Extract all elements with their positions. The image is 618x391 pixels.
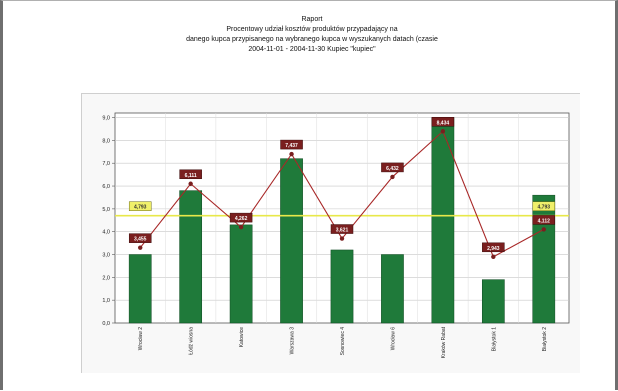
- bar: [179, 190, 203, 324]
- bar: [280, 158, 303, 324]
- bar: [381, 254, 404, 324]
- data-label-box: [482, 242, 505, 253]
- data-label-box: [280, 139, 303, 150]
- line-point: [138, 245, 143, 250]
- y-tick-label: 9,0: [102, 116, 110, 122]
- data-label: 6,111: [185, 173, 197, 179]
- y-tick-label: 6,0: [102, 184, 110, 190]
- bar: [128, 254, 152, 324]
- data-label: 3,621: [336, 228, 349, 234]
- y-tick-label: 0,0: [102, 321, 110, 327]
- bar: [481, 279, 505, 324]
- y-tick-label: 3,0: [102, 253, 110, 259]
- line-point: [440, 129, 446, 134]
- line-point: [188, 181, 193, 186]
- average-label-box: [128, 201, 152, 211]
- data-label-box: [179, 169, 202, 180]
- line-point: [289, 151, 294, 157]
- chart-title: Raport: [301, 16, 323, 23]
- x-tick-label: Katowice: [239, 327, 245, 348]
- data-label: 8,434: [437, 120, 450, 126]
- bar: [532, 194, 556, 324]
- line-point: [491, 254, 496, 260]
- y-tick-label: 7,0: [102, 161, 110, 167]
- x-tick-label: Sosnowiec 4: [340, 327, 346, 356]
- x-tick-label: Warszawa 3: [290, 327, 296, 355]
- data-label: 3,455: [134, 237, 147, 243]
- y-tick-label: 1,0: [102, 298, 110, 304]
- average-label-box: [532, 201, 556, 211]
- bar: [330, 249, 354, 324]
- y-tick-label: 5,0: [102, 207, 110, 213]
- data-label: 7,437: [285, 143, 298, 149]
- line-point: [339, 236, 345, 241]
- line-point: [238, 224, 244, 230]
- y-tick-label: 4,0: [102, 230, 110, 236]
- average-label: 4,793: [134, 205, 147, 211]
- x-tick-label: Wrocław 6: [390, 327, 396, 350]
- bar: [229, 224, 253, 324]
- x-tick-label: Kraków Rabat: [441, 326, 447, 358]
- x-tick-label: Białystok 2: [542, 327, 548, 351]
- x-tick-label: Wrocław 2: [138, 327, 144, 350]
- data-label-box: [330, 224, 354, 234]
- bar: [431, 117, 455, 324]
- data-label-box: [532, 215, 556, 225]
- chart-date-range: 2004-11-01 - 2004-11-30 Kupiec "kupiec": [248, 46, 376, 53]
- y-tick-label: 2,0: [102, 275, 110, 281]
- chart-subtitle-line1: Procentowy udział kosztów produktów przy…: [226, 26, 398, 33]
- data-label: 4,262: [235, 216, 248, 222]
- chart-header: Raport Procentowy udział kosztów produkt…: [3, 15, 618, 55]
- data-label: 6,432: [386, 166, 399, 172]
- data-label-box: [229, 212, 253, 223]
- line-point: [390, 174, 395, 180]
- data-label-box: [431, 117, 455, 127]
- line-point: [541, 227, 546, 232]
- bar-line-chart: 0,0 1,0 2,0 3,0 4,0 5,0 6,0 7,0 8,0 9,0 3,455 6,111…: [102, 112, 570, 358]
- average-label: 4,793: [538, 205, 551, 211]
- data-label: 4,112: [538, 218, 550, 224]
- data-label-box: [381, 162, 404, 173]
- data-label-box: [128, 233, 152, 243]
- y-tick-label: 8,0: [102, 138, 110, 144]
- x-tick-label: Łódź wiosna: [189, 327, 195, 355]
- chart-subtitle-line2: danego kupca przypisanego na wybranego k…: [186, 36, 438, 43]
- data-label: 2,943: [487, 246, 500, 252]
- x-tick-label: Białystok 1: [491, 327, 497, 351]
